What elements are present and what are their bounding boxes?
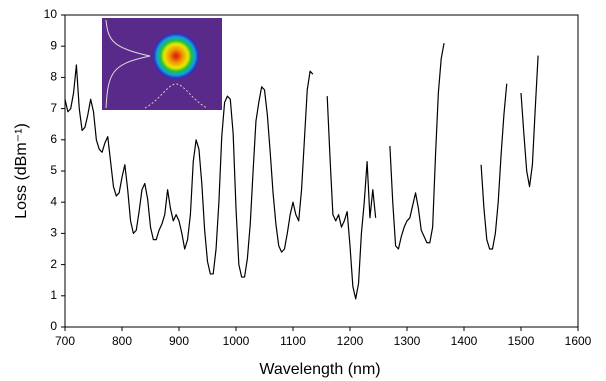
y-tick-label: 1 xyxy=(50,288,57,302)
chart: Wavelength (nm) Loss (dBm⁻¹) 0 1 2 3 4 5 6 7 8 9 1… xyxy=(0,0,606,381)
x-tick-label: 1000 xyxy=(223,334,250,348)
x-tick-label: 800 xyxy=(112,334,132,348)
y-tick-label: 5 xyxy=(50,163,57,177)
y-tick-label: 7 xyxy=(50,101,57,115)
x-tick-label: 1100 xyxy=(280,334,306,348)
x-axis-label: Wavelength (nm) xyxy=(259,361,380,378)
page: {"chart_data": {"type": "line", "xlabel"… xyxy=(0,0,606,381)
y-tick-label: 4 xyxy=(50,194,57,208)
x-tick-label: 1200 xyxy=(337,334,364,348)
y-tick-label: 6 xyxy=(50,132,57,146)
y-axis-label: Loss (dBm⁻¹) xyxy=(13,123,30,219)
x-tick-label: 1600 xyxy=(565,334,592,348)
x-tick-label: 900 xyxy=(169,334,189,348)
x-tick-label: 1400 xyxy=(451,334,478,348)
x-tick-label: 1300 xyxy=(394,334,421,348)
x-tick-label: 700 xyxy=(55,334,75,348)
y-tick-label: 0 xyxy=(50,319,57,333)
y-tick-label: 10 xyxy=(44,7,58,21)
y-tick-label: 8 xyxy=(50,70,57,84)
y-tick-label: 2 xyxy=(50,257,57,271)
y-tick-label: 3 xyxy=(50,226,57,240)
y-tick-label: 9 xyxy=(50,38,57,52)
inset-image xyxy=(102,18,222,110)
x-tick-label: 1500 xyxy=(508,334,535,348)
